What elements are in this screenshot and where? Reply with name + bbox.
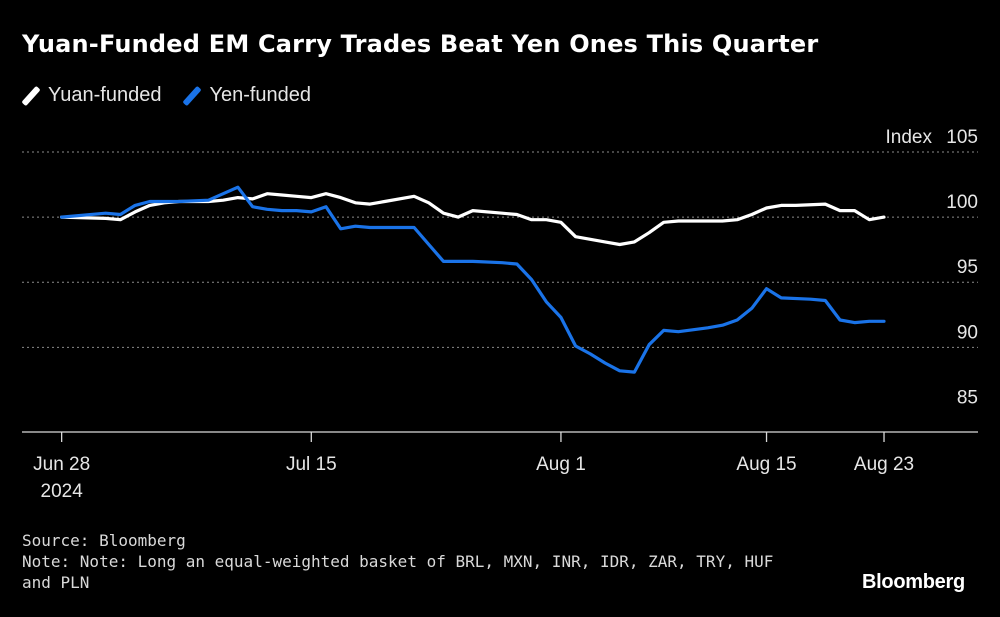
y-tick-label-105: 105 xyxy=(946,127,978,148)
source-note: Source: Bloomberg xyxy=(22,531,186,550)
legend-label-yen-funded: Yen-funded xyxy=(209,84,312,106)
legend-item-yen-funded: Yen-funded xyxy=(182,84,312,107)
x-tick-label: Aug 23 xyxy=(854,454,914,475)
x-tick-sublabel: 2024 xyxy=(41,481,84,502)
series-line-yen-funded xyxy=(59,185,886,374)
y-tick-label-95: 95 xyxy=(957,257,978,278)
legend-label-yuan-funded: Yuan-funded xyxy=(48,84,162,106)
y-tick-label-85: 85 xyxy=(957,387,978,408)
y-axis-unit-label: Index xyxy=(886,127,933,148)
x-tick-label: Jun 28 xyxy=(33,454,90,475)
gridlines xyxy=(22,151,978,348)
chart-title: Yuan-Funded EM Carry Trades Beat Yen One… xyxy=(22,30,819,58)
legend: Yuan-funded Yen-funded xyxy=(21,84,333,107)
note-line-1: Note: Note: Long an equal-weighted baske… xyxy=(22,552,774,571)
legend-item-yuan-funded: Yuan-funded xyxy=(21,84,162,107)
note-line-2: and PLN xyxy=(22,573,90,592)
series-line-yuan-funded xyxy=(59,192,886,247)
footer: Source: Bloomberg Note: Note: Long an eq… xyxy=(22,530,773,593)
bloomberg-logo: Bloomberg xyxy=(862,571,965,593)
y-axis: 105 100 95 90 85 Index xyxy=(886,127,978,408)
x-axis: Jun 28 2024 Jul 15 Aug 1 Aug 15 Aug 23 xyxy=(22,431,978,502)
series-lines xyxy=(59,185,886,374)
x-tick-label: Aug 1 xyxy=(536,454,586,475)
y-tick-label-90: 90 xyxy=(957,322,978,343)
x-tick-label: Jul 15 xyxy=(286,454,337,475)
x-tick-label: Aug 15 xyxy=(736,454,796,475)
y-tick-label-100: 100 xyxy=(946,192,978,213)
